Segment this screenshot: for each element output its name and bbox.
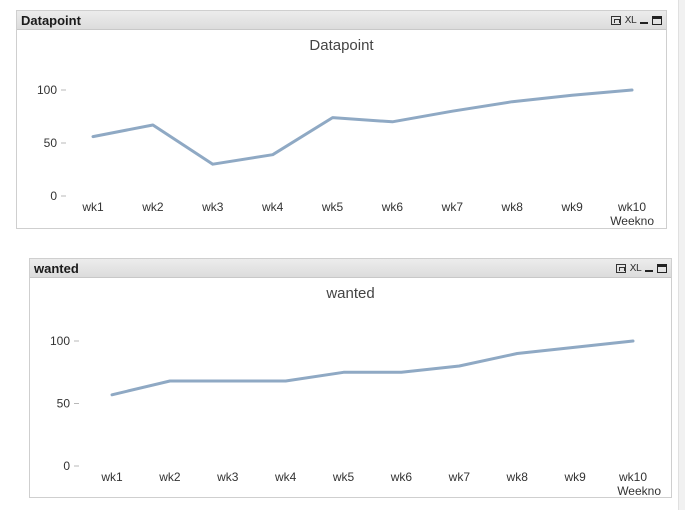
x-tick-label: wk2 xyxy=(158,470,181,484)
chart-panel-wanted: wanted XL wanted 0 50 100 wk1 wk2 wk3 wk4 wk5 wk6… xyxy=(29,258,672,498)
data-point[interactable] xyxy=(513,350,521,358)
data-point[interactable] xyxy=(508,98,516,106)
x-tick-label: wk5 xyxy=(332,470,355,484)
panel-caption-bar[interactable]: wanted XL xyxy=(30,259,671,278)
data-point[interactable] xyxy=(571,343,579,351)
x-tick-label: wk1 xyxy=(81,200,104,214)
data-point[interactable] xyxy=(108,391,116,399)
x-tick-label: wk5 xyxy=(321,200,344,214)
y-tick-label: 0 xyxy=(50,189,57,203)
panel-caption-title: wanted xyxy=(34,261,79,276)
x-tick-label: wk6 xyxy=(381,200,404,214)
line-chart-wanted: wanted 0 50 100 wk1 wk2 wk3 wk4 wk5 wk6 wk7 wk8 wk9 w… xyxy=(50,285,661,497)
x-tick-label: wk3 xyxy=(216,470,239,484)
x-tick-label: wk2 xyxy=(141,200,164,214)
chart-title: wanted xyxy=(325,285,374,302)
data-point[interactable] xyxy=(224,377,232,385)
y-tick-label: 100 xyxy=(37,83,57,97)
x-tick-label: wk9 xyxy=(563,470,586,484)
data-point[interactable] xyxy=(209,160,217,168)
maximize-icon[interactable] xyxy=(657,263,667,273)
x-tick-label: wk7 xyxy=(448,470,471,484)
caption-icon-group: XL xyxy=(615,261,667,275)
y-tick-label: 100 xyxy=(50,334,70,348)
data-point[interactable] xyxy=(329,114,337,122)
data-point[interactable] xyxy=(397,368,405,376)
series-line[interactable] xyxy=(110,339,635,397)
data-point[interactable] xyxy=(89,133,97,141)
data-point[interactable] xyxy=(340,368,348,376)
x-tick-label: wk7 xyxy=(441,200,464,214)
excel-icon[interactable]: XL xyxy=(629,262,642,274)
data-point[interactable] xyxy=(455,362,463,370)
panel-caption-title: Datapoint xyxy=(21,13,81,28)
x-tick-label: wk4 xyxy=(261,200,284,214)
excel-icon[interactable]: XL xyxy=(624,14,637,26)
minimize-icon[interactable] xyxy=(645,263,653,273)
x-tick-label: wk1 xyxy=(100,470,123,484)
minimize-icon[interactable] xyxy=(640,15,648,25)
print-icon[interactable] xyxy=(610,15,621,25)
data-point[interactable] xyxy=(628,86,636,94)
x-tick-label: wk3 xyxy=(201,200,224,214)
x-axis-title: Weekno xyxy=(610,214,654,228)
x-tick-label: wk10 xyxy=(618,470,647,484)
data-point[interactable] xyxy=(269,151,277,159)
data-point[interactable] xyxy=(166,377,174,385)
caption-icon-group: XL xyxy=(610,13,662,27)
panel-caption-bar[interactable]: Datapoint XL xyxy=(17,11,666,30)
y-tick-label: 50 xyxy=(57,397,71,411)
x-tick-label: wk9 xyxy=(560,200,583,214)
x-tick-label: wk10 xyxy=(617,200,646,214)
maximize-icon[interactable] xyxy=(652,15,662,25)
data-point[interactable] xyxy=(568,91,576,99)
data-point[interactable] xyxy=(149,121,157,129)
window-scrollbar[interactable] xyxy=(678,0,685,510)
data-point[interactable] xyxy=(448,107,456,115)
print-icon[interactable] xyxy=(615,263,626,273)
y-tick-label: 50 xyxy=(44,136,58,150)
chart-title: Datapoint xyxy=(309,37,374,54)
x-tick-label: wk8 xyxy=(501,200,524,214)
x-tick-label: wk6 xyxy=(390,470,413,484)
x-axis-title: Weekno xyxy=(617,484,661,497)
data-point[interactable] xyxy=(629,337,637,345)
chart-panel-datapoint: Datapoint XL Datapoint 0 50 100 wk1 wk2 wk3 wk4… xyxy=(16,10,667,229)
y-tick-label: 0 xyxy=(63,459,70,473)
line-chart-datapoint: Datapoint 0 50 100 wk1 wk2 wk3 wk4 wk5 wk6 wk7 wk8 w… xyxy=(37,37,654,228)
x-tick-label: wk8 xyxy=(506,470,529,484)
series-line[interactable] xyxy=(91,88,634,166)
data-point[interactable] xyxy=(282,377,290,385)
data-point[interactable] xyxy=(388,118,396,126)
x-tick-label: wk4 xyxy=(274,470,297,484)
